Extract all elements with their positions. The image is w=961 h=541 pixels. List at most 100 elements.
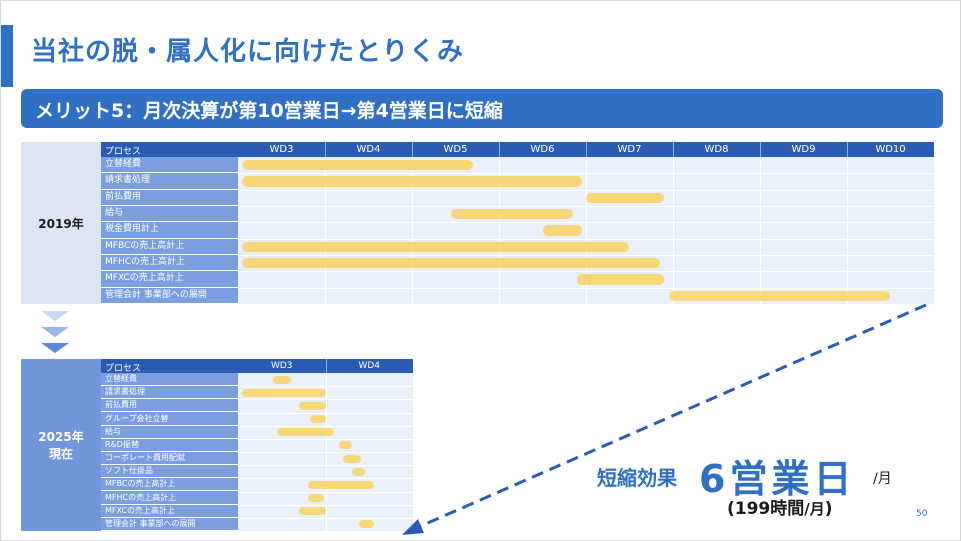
year-label-2025: 2025年 現在 xyxy=(21,359,101,531)
gantt-task-label: グループ会社立替 xyxy=(101,413,238,426)
gantt-bar xyxy=(273,375,291,384)
gantt-task-label: 請求書処理 xyxy=(101,386,238,400)
gantt-task-label: 立替経費 xyxy=(101,373,238,387)
gantt-header-wd3: WD3 xyxy=(270,361,293,371)
gantt-row-line xyxy=(238,173,934,175)
merit-banner-text: メリット5：月次決算が第10営業日→第4営業日に短縮 xyxy=(35,100,503,122)
gantt-bar xyxy=(299,401,326,410)
gantt-row-line xyxy=(238,438,413,440)
reduction-arrow xyxy=(402,303,927,535)
chevron-2 xyxy=(41,327,69,337)
gantt-task-label: 前払費用 xyxy=(101,399,238,413)
gantt-task-label: 前払費用 xyxy=(101,190,238,206)
gantt-task-label: 給与 xyxy=(101,426,238,439)
gantt-task-label: 管理会計 事業部への展開 xyxy=(101,288,238,304)
gantt-header-wd8: WD8 xyxy=(704,144,729,155)
gantt-header-wd9: WD9 xyxy=(791,144,816,155)
gantt-task-label: 税金費用計上 xyxy=(101,222,238,239)
gantt-row-line xyxy=(238,238,934,240)
year-2025-text: 2025年 現在 xyxy=(38,430,84,461)
gantt-task-label: 立替経費 xyxy=(101,157,238,174)
effect-hours-word: 時間 xyxy=(770,499,805,519)
gantt-bar xyxy=(299,507,326,516)
effect-label: 短縮効果 xyxy=(597,466,677,490)
gantt-column-line xyxy=(499,157,500,304)
gantt-bar xyxy=(586,192,665,203)
gantt-bar xyxy=(351,467,365,476)
gantt-row-line xyxy=(238,399,413,401)
effect-hours-unit: /月 xyxy=(804,500,825,518)
gantt-row-line xyxy=(238,206,934,207)
gantt-grid xyxy=(101,157,934,304)
gantt-bar xyxy=(542,225,582,236)
chevron-1 xyxy=(41,311,69,321)
gantt-bar xyxy=(277,428,335,437)
gantt-header-wd4: WD4 xyxy=(358,361,381,371)
gantt-column-line xyxy=(325,157,326,304)
gantt-bar xyxy=(577,274,665,285)
gantt-row-line xyxy=(238,452,413,453)
gantt-row-line xyxy=(238,189,934,191)
gantt-process-column: 立替経費 請求書処理 前払費用 給与 税金費用計上 MFBCの売上高計上 MFHCの売上高計… xyxy=(101,157,238,304)
gantt-bar xyxy=(451,209,573,220)
gantt-header-wd7: WD7 xyxy=(617,144,642,155)
gantt-column-line xyxy=(760,157,761,304)
gantt-header-divider xyxy=(586,142,587,157)
year-2019-text: 2019年 xyxy=(38,216,84,231)
gantt-task-label: MFXCの売上高計上 xyxy=(101,505,238,518)
gantt-chart-2019: プロセス WD3 WD4 WD5 WD6 WD7 WD8 WD9 WD10 立替経費 請求書処理 前払… xyxy=(101,142,934,304)
chevron-3 xyxy=(41,343,69,353)
effect-hours-value: (199 xyxy=(727,499,771,519)
gantt-task-label: コーポレート費用配賦 xyxy=(101,452,238,466)
effect-hours: (199時間/月) xyxy=(727,494,833,519)
gantt-header-divider xyxy=(499,142,500,157)
gantt-bar xyxy=(242,258,660,269)
gantt-bar xyxy=(343,454,361,463)
gantt-row-line xyxy=(238,425,413,427)
effect-value: 6営業日 xyxy=(699,457,856,501)
gantt-chart-2025: プロセス WD3 WD4 立替経費 請求書処理 前払費用 グループ会社立替 給与 R&D振替 コー… xyxy=(101,359,413,531)
page-title: 当社の脱・属人化に向けたとりくみ xyxy=(31,37,465,67)
gantt-bar xyxy=(358,520,374,529)
gantt-header-wd5: WD5 xyxy=(443,144,468,155)
gantt-task-label: MFBCの売上高計上 xyxy=(101,239,238,255)
gantt-header-divider xyxy=(325,142,326,157)
gantt-header-divider xyxy=(847,142,848,157)
gantt-task-label: 管理会計 事業部への展開 xyxy=(101,518,238,531)
gantt-header-wd10: WD10 xyxy=(875,144,906,155)
gantt-column-line xyxy=(586,157,587,304)
gantt-row-line xyxy=(238,271,934,273)
gantt-header: プロセス WD3 WD4 WD5 WD6 WD7 WD8 WD9 WD10 xyxy=(101,142,934,157)
effect-hours-close: ) xyxy=(824,499,833,519)
gantt-bar xyxy=(242,176,582,187)
gantt-row-line xyxy=(238,517,413,519)
gantt-bar xyxy=(242,388,326,397)
gantt-header-process: プロセス xyxy=(105,147,142,157)
gantt-bar xyxy=(242,241,630,252)
gantt-header-divider xyxy=(412,142,413,157)
gantt-bar xyxy=(242,160,473,171)
down-chevrons-icon xyxy=(41,311,69,353)
gantt-bar xyxy=(309,415,326,424)
dashed-arrow-line xyxy=(413,303,927,531)
gantt-task-label: 請求書処理 xyxy=(101,173,238,190)
gantt-column-line xyxy=(412,157,413,304)
gantt-row-line xyxy=(238,255,934,256)
gantt-header-process: プロセス xyxy=(105,364,142,374)
year-label-2019: 2019年 xyxy=(21,142,101,304)
gantt-task-label: ソフト仕掛品 xyxy=(101,465,238,479)
gantt-header: プロセス WD3 WD4 xyxy=(101,359,413,374)
gantt-row-line xyxy=(238,504,413,506)
gantt-column-line xyxy=(847,157,848,304)
gantt-row-line xyxy=(238,287,934,289)
gantt-row-line xyxy=(238,222,934,224)
gantt-task-label: 給与 xyxy=(101,206,238,223)
gantt-row-line xyxy=(238,386,413,388)
arrow-head-icon xyxy=(402,519,424,535)
title-accent-bar xyxy=(1,25,13,87)
gantt-header-divider xyxy=(325,359,327,373)
gantt-task-label: MFXCの売上高計上 xyxy=(101,271,238,288)
gantt-bar xyxy=(338,441,352,450)
gantt-row-line xyxy=(238,465,413,467)
gantt-header-divider xyxy=(760,142,761,157)
